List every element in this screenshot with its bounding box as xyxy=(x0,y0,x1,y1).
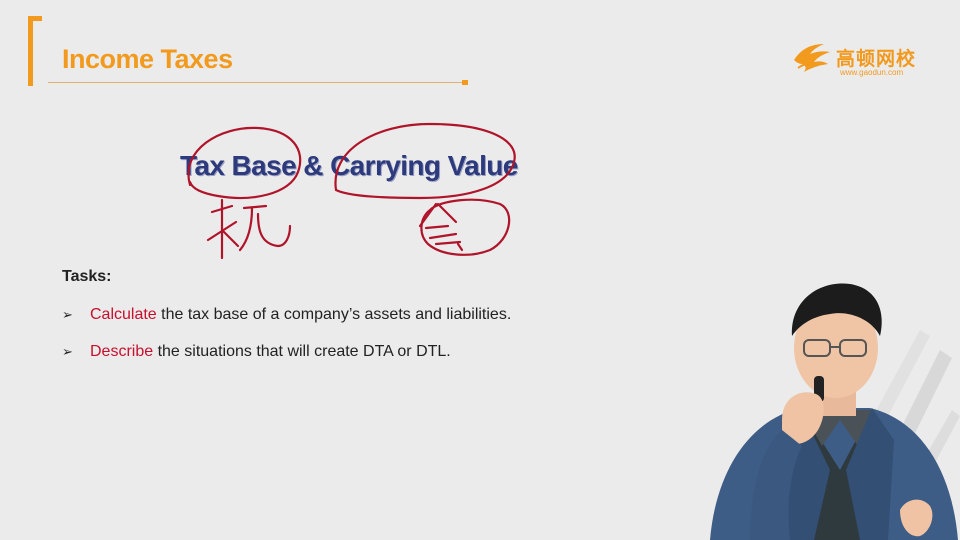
logo-name: 高顿网校 xyxy=(836,48,917,70)
task-item: ➢ Describe the situations that will creat… xyxy=(62,343,451,365)
presenter-video xyxy=(710,283,960,540)
header-bracket xyxy=(28,16,42,86)
tasks-heading: Tasks: xyxy=(62,268,112,285)
task-text: the situations that will create DTA or D… xyxy=(153,343,451,360)
gaodun-logo-icon xyxy=(794,44,830,72)
logo-url: www.gaodun.com xyxy=(840,68,904,77)
annotation-char-2 xyxy=(418,202,464,252)
annotation-circle-char-2 xyxy=(420,198,511,256)
task-verb: Calculate xyxy=(90,306,157,323)
slide-main-title: Tax Base & Carrying Value xyxy=(180,150,518,181)
task-item: ➢ Calculate the tax base of a company’s a… xyxy=(62,306,511,328)
slide-header-title: Income Taxes xyxy=(62,44,233,74)
header-divider xyxy=(48,82,464,83)
gaodun-logo: 高顿网校 www.gaodun.com xyxy=(790,38,930,82)
arrow-bullet-icon: ➢ xyxy=(62,344,73,359)
task-text: the tax base of a company’s assets and l… xyxy=(156,306,512,323)
task-verb: Describe xyxy=(90,343,154,360)
arrow-bullet-icon: ➢ xyxy=(62,307,73,322)
annotation-char-1 xyxy=(206,198,292,260)
header-divider-dot xyxy=(462,80,468,85)
